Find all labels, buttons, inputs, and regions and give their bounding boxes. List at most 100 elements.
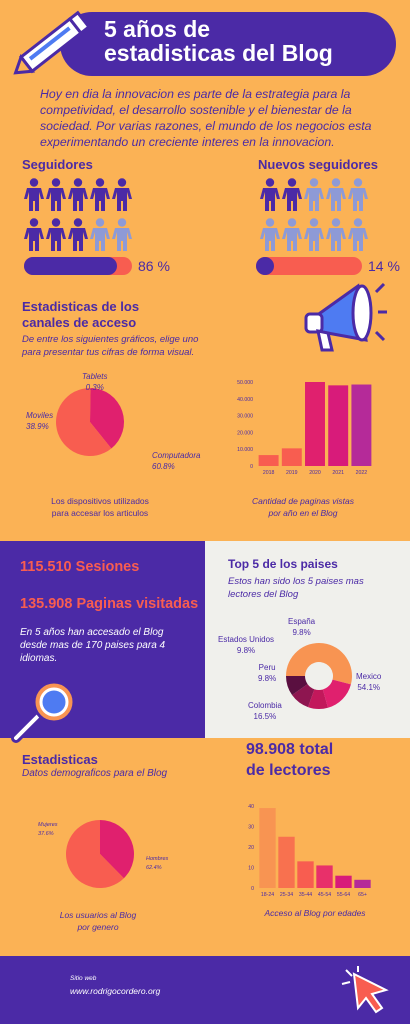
person-icon	[282, 178, 302, 211]
person-icon	[282, 218, 302, 251]
bar-2021	[328, 385, 349, 466]
x-tick-label: 35-44	[299, 892, 312, 898]
pencil-icon	[13, 10, 91, 75]
person-icon	[260, 218, 280, 251]
pie-label-moviles-value: 38.9%	[26, 422, 49, 431]
y-tick-label: 40	[248, 804, 254, 810]
country-label-espana: España 9.8%	[288, 616, 315, 638]
followers-label: Seguidores	[22, 157, 93, 172]
pageviews-caption: Cantidad de paginas vistas por año en el…	[228, 495, 378, 519]
title-line2: estadisticas del Blog	[104, 40, 333, 66]
x-tick-label: 2022	[356, 470, 368, 476]
country-label-estados-unidos-name: Estados Unidos	[218, 635, 275, 644]
country-label-espana-name: España	[288, 617, 316, 626]
bar-25-34	[278, 836, 295, 888]
person-icon	[326, 218, 346, 251]
bar-65+	[354, 879, 371, 888]
country-label-colombia-value: 16.5%	[253, 712, 277, 721]
country-label-colombia: Colombia 16.5%	[248, 700, 282, 722]
person-icon	[90, 178, 110, 211]
followers-percent: 86 %	[138, 258, 170, 274]
access-subtitle: De entre los siguientes gráficos, elige …	[22, 333, 198, 359]
gender-caption-line1: Los usuarios al Blog	[59, 910, 137, 920]
ages-caption: Acceso al Blog por edades	[264, 908, 366, 918]
person-icon	[24, 178, 44, 211]
footer-label: Sitio web	[70, 975, 97, 982]
bar-45-54	[316, 865, 333, 888]
pie-slice-estados-unidos	[292, 684, 315, 708]
access-title-line1: Estadisticas de los	[22, 299, 140, 314]
access-title: Estadisticas de los canales de acceso	[22, 299, 139, 331]
gender-label-mujeres-value: 37.6%	[38, 831, 54, 837]
demographics-title: Estadisticas	[22, 752, 98, 767]
new-followers-bar	[256, 257, 362, 275]
person-icon	[304, 218, 324, 251]
country-label-colombia-name: Colombia	[248, 701, 282, 710]
pie-slice-peru	[308, 689, 329, 709]
pie-slice-moviles	[90, 388, 124, 449]
countries-subtitle-line2: lectores del Blog	[228, 589, 299, 600]
access-title-line2: canales de acceso	[22, 315, 137, 330]
website-link[interactable]: www.rodrigocordero.org	[70, 986, 161, 996]
person-icon	[68, 218, 88, 251]
bar-55-64	[335, 875, 352, 888]
person-icon	[112, 218, 132, 251]
footer	[0, 956, 410, 1024]
y-tick-label: 20.000	[237, 430, 253, 436]
country-label-estados-unidos: Estados Unidos 9.8%	[218, 634, 274, 656]
sessions-count: 115.510 Sesiones	[20, 559, 140, 575]
countries-donut-chart	[286, 643, 352, 709]
total-readers: 98.908 total de lectores	[246, 739, 333, 781]
person-icon	[326, 178, 346, 211]
bar-2020	[305, 382, 325, 466]
y-tick-label: 0	[251, 886, 254, 892]
pageviews-caption-line1: Cantidad de paginas vistas	[251, 496, 355, 506]
country-label-peru-name: Peru	[258, 663, 276, 672]
gender-label-hombres-value: 62.4%	[146, 865, 162, 871]
x-tick-label: 45-54	[318, 892, 331, 898]
y-tick-label: 40.000	[237, 397, 253, 403]
demographics-subtitle: Datos demograficos para el Blog	[22, 768, 168, 779]
country-label-peru: Peru 9.8%	[258, 662, 276, 684]
ages-bar-chart: 0 10 20 30 40 18-24 25-34 35-44 45-54 55-64 65+	[248, 804, 371, 898]
pages-visited-count: 135.908 Paginas visitadas	[20, 596, 199, 612]
devices-caption-line1: Los dispositivos utilizados	[51, 496, 149, 506]
person-icon	[90, 218, 110, 251]
pie-label-computadora: Computadora 60.8%	[152, 450, 200, 472]
x-tick-label: 2019	[286, 470, 298, 476]
gender-label-hombres: Hombres 62.4%	[146, 855, 168, 873]
pie-slice-españa	[286, 676, 308, 696]
followers-bar	[24, 257, 132, 275]
pie-label-tablets-name: Tablets	[82, 372, 108, 381]
person-icon	[348, 178, 368, 211]
country-label-mexico: Mexico 54.1%	[356, 671, 381, 693]
person-icon	[260, 178, 280, 211]
pie-label-tablets: Tablets 0.3%	[82, 371, 108, 393]
x-tick-label: 55-64	[337, 892, 350, 898]
gender-label-mujeres: Mujeres 37.6%	[38, 821, 58, 839]
megaphone-icon	[304, 282, 387, 352]
country-label-mexico-name: Mexico	[356, 672, 382, 681]
bar-18-24	[259, 808, 276, 888]
person-icon	[112, 178, 132, 211]
pie-label-moviles: Moviles 38.9%	[26, 410, 53, 432]
access-subtitle-line1: De entre los siguientes gráficos, elige …	[22, 334, 199, 345]
new-followers-label: Nuevos seguidores	[258, 157, 378, 172]
country-label-peru-value: 9.8%	[258, 674, 277, 683]
gender-caption: Los usuarios al Blog por genero	[48, 909, 148, 933]
devices-caption: Los dispositivos utilizados para accesar…	[30, 495, 170, 519]
country-label-estados-unidos-value: 9.8%	[236, 646, 256, 655]
countries-title: Top 5 de los paises	[228, 557, 338, 571]
x-tick-label: 2020	[309, 470, 321, 476]
gender-label-hombres-name: Hombres	[146, 856, 169, 862]
pie-label-computadora-value: 60.8%	[152, 462, 175, 471]
y-tick-label: 30.000	[237, 414, 253, 420]
person-icon	[46, 178, 66, 211]
bar-2019	[281, 448, 302, 466]
total-readers-line2: de lectores	[246, 762, 331, 779]
sessions-description: En 5 años han accesado el Blog desde mas…	[20, 627, 166, 664]
bar-2018	[258, 455, 279, 466]
y-tick-label: 10.000	[237, 447, 253, 453]
y-tick-label: 20	[248, 845, 254, 851]
new-followers-people-grid	[260, 178, 368, 252]
